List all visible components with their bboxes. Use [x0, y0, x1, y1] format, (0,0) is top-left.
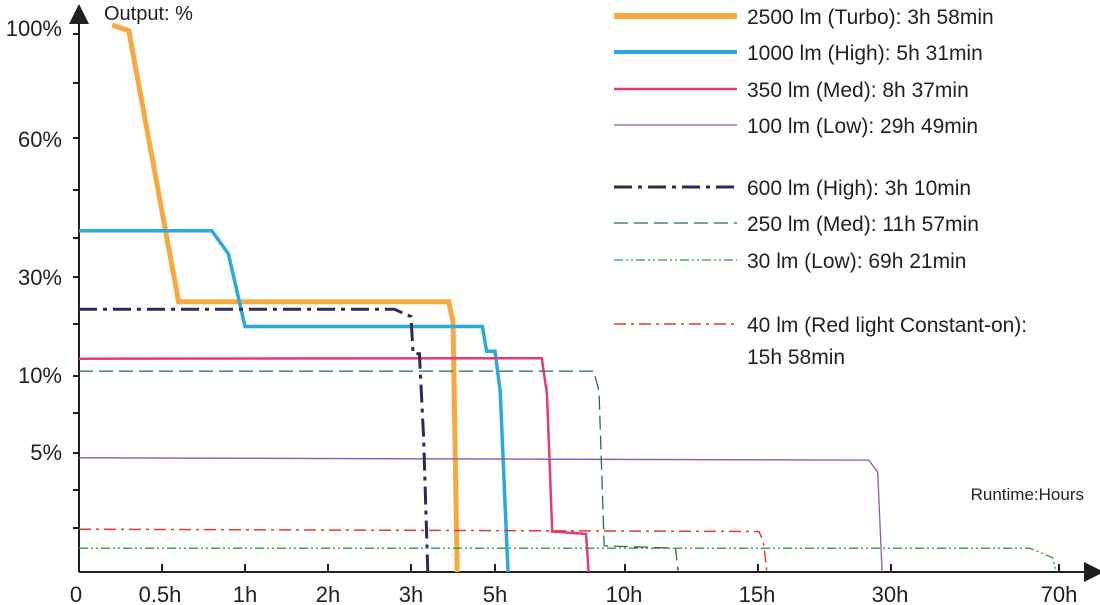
- x-tick-label-70h: 70h: [1041, 582, 1078, 605]
- x-tick-label-2h: 2h: [316, 582, 340, 605]
- legend-label-turbo: 2500 lm (Turbo): 3h 58min: [747, 6, 994, 29]
- series-line-3: [78, 457, 883, 573]
- y-tick-label-30: 30%: [18, 265, 62, 290]
- legend-label-high-600: 600 lm (High): 3h 10min: [747, 177, 971, 200]
- y-tick-label-60: 60%: [18, 127, 62, 152]
- x-tick-label-3h: 3h: [399, 582, 423, 605]
- x-tick-label-15h: 15h: [739, 582, 776, 605]
- x-tick-label-5h: 5h: [483, 582, 507, 605]
- series-line-4: [79, 307, 430, 573]
- y-tick-label-5: 5%: [30, 440, 62, 465]
- legend-label-low-30: 30 lm (Low): 69h 21min: [747, 250, 966, 273]
- x-tick-label-30h: 30h: [872, 582, 909, 605]
- legend-label-high-1000: 1000 lm (High): 5h 31min: [747, 42, 983, 65]
- series-line-2: [78, 356, 590, 573]
- series-line-5: [79, 370, 679, 573]
- series-line-1: [79, 228, 510, 573]
- legend-label-red-40: 40 lm (Red light Constant-on): 15h 58min: [747, 314, 1027, 369]
- x-axis-title: Runtime:Hours: [971, 485, 1084, 504]
- legend: 2500 lm (Turbo): 3h 58min 1000 lm (High)…: [614, 6, 1027, 369]
- series-line-0: [111, 22, 460, 573]
- y-axis-title: Output: %: [104, 3, 193, 25]
- series-line-7: [78, 528, 768, 573]
- x-tick-label-0: 0: [70, 582, 82, 605]
- legend-label-med-250: 250 lm (Med): 11h 57min: [747, 213, 979, 236]
- x-tick-label-10h: 10h: [606, 582, 643, 605]
- x-tick-marks: [161, 564, 1060, 572]
- y-tick-label-10: 10%: [18, 363, 62, 388]
- series-line-6: [79, 547, 1057, 573]
- legend-label-low-100: 100 lm (Low): 29h 49min: [747, 115, 978, 138]
- x-tick-label-0.5h: 0.5h: [139, 582, 182, 605]
- y-tick-label-100: 100%: [6, 16, 62, 41]
- series-lines: [78, 22, 1057, 573]
- x-tick-label-1h: 1h: [233, 582, 257, 605]
- y-tick-marks: [73, 33, 79, 529]
- legend-label-med-350: 350 lm (Med): 8h 37min: [747, 79, 969, 102]
